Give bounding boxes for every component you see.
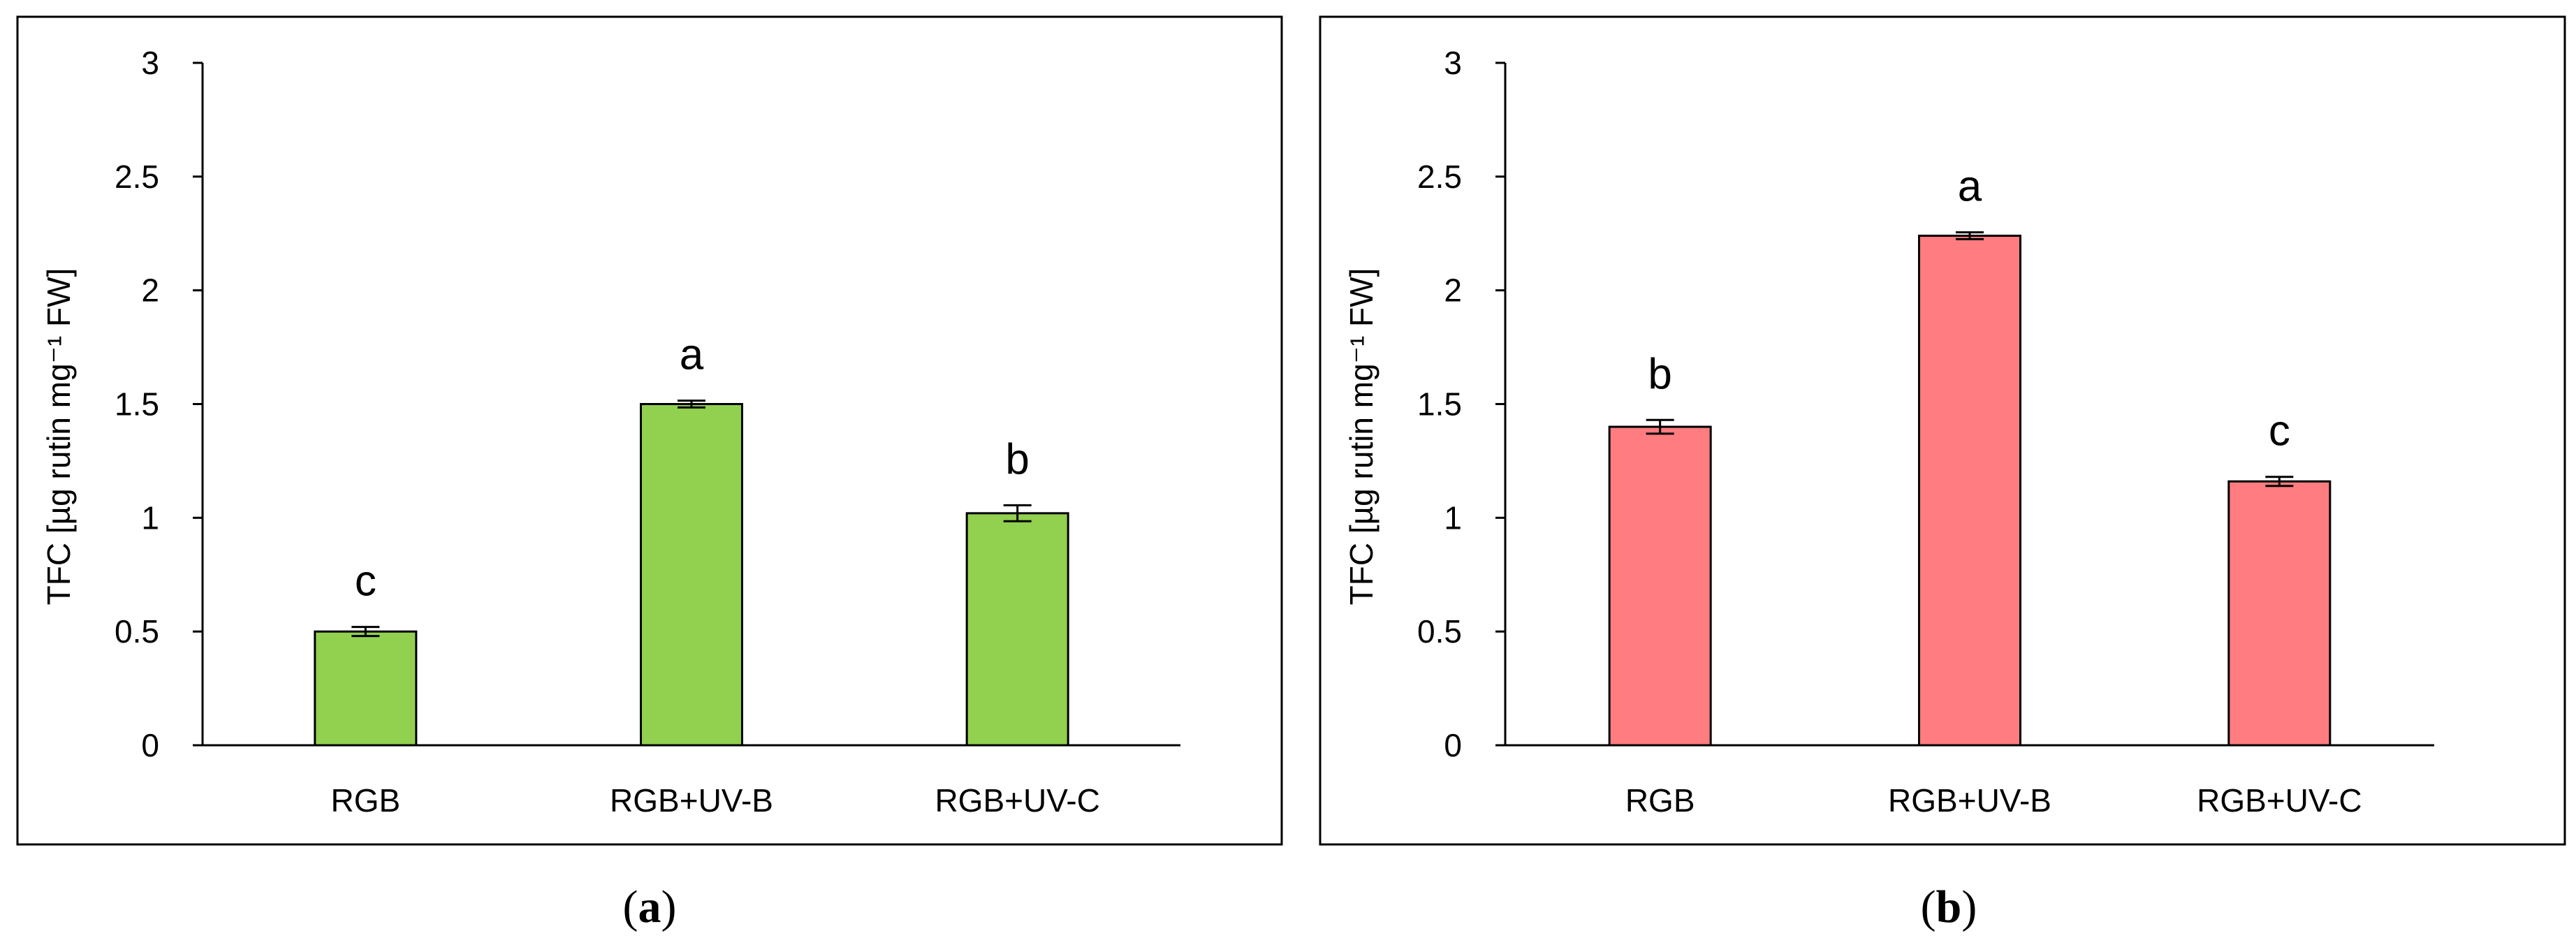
- panel-b-category-label: RGB+UV-C: [2197, 782, 2362, 819]
- panel-b-bar: [1608, 425, 1712, 747]
- panel-a-category-label: RGB+UV-C: [935, 782, 1099, 819]
- panel-a-y-tick-label: 2: [141, 272, 159, 309]
- panel-b-significance-letter: b: [1648, 350, 1671, 398]
- panel-b-y-axis-title: TFC [µg rutin mg⁻¹ FW]: [1343, 268, 1380, 606]
- panel-a-y-tick-label: 3: [141, 45, 159, 81]
- panel-a-y-tick-label: 1.5: [115, 386, 159, 423]
- panel-b-y-tick-label: 0: [1444, 727, 1462, 763]
- panel-b-frame: [1319, 15, 2566, 846]
- panel-b-y-tick-label: 2: [1444, 272, 1462, 309]
- panel-b: TFC [µg rutin mg⁻¹ FW] 0 0.5 1 1.5 2 2.5 3 b RGB…: [1319, 15, 2566, 932]
- panel-b-significance-letter: a: [1958, 163, 1982, 211]
- panel-a-y-tick-label: 2.5: [115, 159, 159, 195]
- panel-a-significance-letter: b: [1005, 435, 1029, 483]
- panel-a-bar: [640, 403, 743, 747]
- panel-a: TFC [µg rutin mg⁻¹ FW] 0 0.5 1 1.5 2 2.5 3 c RGB…: [16, 15, 1283, 932]
- panel-b-significance-letter: c: [2269, 407, 2290, 455]
- panel-b-y-tick-label: 0.5: [1417, 613, 1462, 650]
- panel-b-bar: [1918, 235, 2021, 747]
- panel-a-category-label: RGB+UV-B: [610, 782, 773, 819]
- panel-a-frame: [16, 15, 1283, 846]
- panel-b-y-tick-label: 2.5: [1417, 159, 1462, 195]
- panel-b-y-tick-label: 1: [1444, 499, 1462, 536]
- panel-b-y-tick-label: 1.5: [1417, 386, 1462, 423]
- panel-a-caption-letter: a: [638, 881, 661, 932]
- panel-b-category-label: RGB+UV-B: [1888, 782, 2051, 819]
- panel-a-caption: (a): [623, 881, 677, 932]
- panel-a-plot: 0 0.5 1 1.5 2 2.5 3 c RGB a RGB+UV-B b RGB+UV-C: [115, 45, 1180, 819]
- panel-a-significance-letter: c: [355, 557, 376, 606]
- panel-a-y-axis-title: TFC [µg rutin mg⁻¹ FW]: [41, 268, 77, 606]
- panel-b-bar: [2227, 480, 2332, 747]
- panel-b-caption-letter: b: [1936, 881, 1962, 932]
- panel-b-caption: (b): [1921, 881, 1977, 932]
- panel-b-y-tick-label: 3: [1444, 45, 1462, 81]
- panel-a-category-label: RGB: [330, 782, 400, 819]
- panel-b-plot: 0 0.5 1 1.5 2 2.5 3 b RGB a RGB+UV-B c RGB+UV-C: [1417, 45, 2434, 819]
- panel-a-y-tick-label: 0.5: [115, 613, 159, 650]
- panel-a-y-tick-label: 0: [141, 727, 159, 763]
- panel-a-significance-letter: a: [680, 331, 704, 379]
- panel-a-bar: [965, 512, 1069, 747]
- panel-a-bar: [314, 630, 418, 747]
- panel-a-y-tick-label: 1: [141, 499, 159, 536]
- panel-b-category-label: RGB: [1625, 782, 1695, 819]
